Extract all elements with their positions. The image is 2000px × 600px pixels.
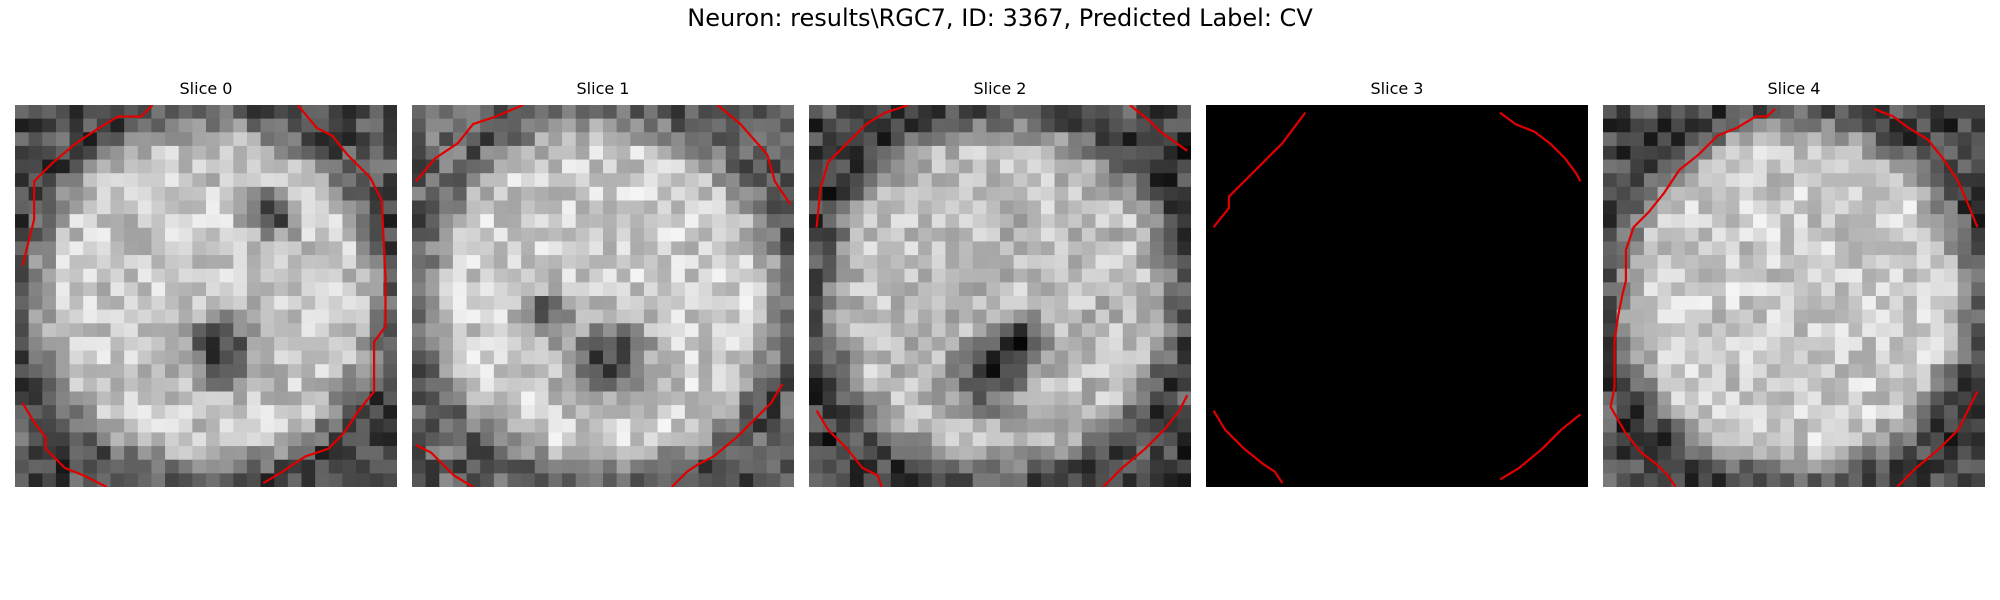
pixel-grid [1603,105,1985,487]
contour-line [1129,105,1188,152]
slice-panel-2: Slice 2 [809,79,1191,487]
contour-line [1896,391,1979,487]
contour-line [716,105,792,205]
slice-image [15,105,397,487]
pixel-grid [412,105,794,487]
contour-line [815,105,909,228]
contour-line [1609,108,1776,408]
slice-panel-1: Slice 1 [412,79,794,487]
slice-panel-3: Slice 3 [1206,79,1588,487]
figure-title: Neuron: results\RGC7, ID: 3367, Predicte… [687,4,1313,32]
contour-line [1102,394,1189,487]
slice-title: Slice 0 [179,79,233,98]
contour-line [671,383,784,487]
slice-panel-0: Slice 0 [15,79,397,487]
slice-title: Slice 4 [1767,79,1821,98]
contour-line [1499,111,1582,182]
pixel-grid [15,105,397,487]
contour-line [1499,413,1582,481]
contour-line [1212,111,1307,228]
slice-image [412,105,794,487]
slice-title: Slice 3 [1370,79,1424,98]
contour-line [414,105,524,183]
contour-line [1873,107,1979,228]
contour-line [262,105,387,485]
slice-image [1603,105,1985,487]
contour-line [815,410,883,487]
pixel-grid [809,105,1191,487]
slice-panel-4: Slice 4 [1603,79,1985,487]
contour-line [21,402,108,487]
contour-line [21,105,154,266]
slice-title: Slice 1 [576,79,630,98]
contour-line [415,444,474,487]
slice-image [1206,105,1588,487]
slice-title: Slice 2 [973,79,1027,98]
slice-image [809,105,1191,487]
contour-line [1212,410,1284,484]
blank-slice-background [1206,105,1588,487]
contour-line [1609,406,1677,487]
